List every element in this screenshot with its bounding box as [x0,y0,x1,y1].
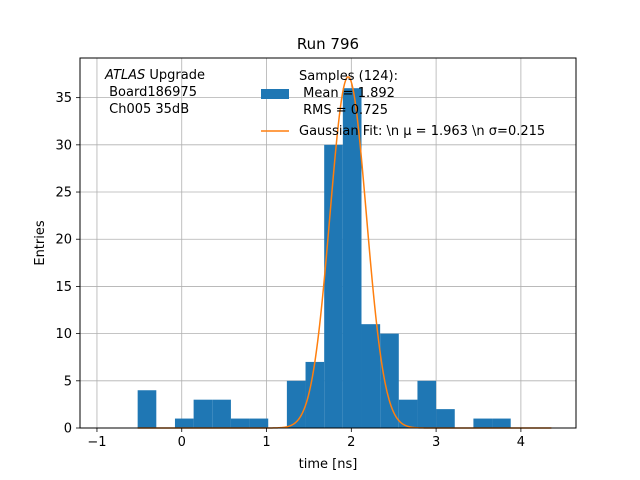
histogram-bar [324,144,343,428]
histogram-bar [380,333,399,428]
y-tick-label: 25 [55,186,72,201]
annotation-board: Board186975 [105,85,197,100]
histogram-bar [212,399,231,428]
histogram-bar [417,380,437,428]
atlas-annotation: ATLAS Upgrade Board186975 Ch005 35dB [104,68,205,117]
chart-title: Run 796 [297,35,359,53]
y-tick-label: 5 [64,374,72,389]
y-tick-label: 10 [55,327,72,342]
x-tick-label: 1 [262,435,270,450]
x-tick-label: 4 [517,435,525,450]
histogram-bar [137,390,157,428]
histogram-bar [436,409,455,428]
annotation-upgrade: Upgrade [145,68,205,83]
plot-frame [79,57,577,429]
histogram-bar [305,361,325,428]
legend-fit-label: Gaussian Fit: \n μ = 1.963 \n σ=0.215 [299,124,545,139]
x-tick-label: −1 [87,435,106,450]
y-tick-label: 30 [55,138,72,153]
legend-hist-line-1: Samples (124): [299,69,398,84]
y-tick-label: 20 [55,233,72,248]
x-axis-label: time [ns] [299,457,358,472]
annotation-channel: Ch005 35dB [105,102,189,117]
x-tick-label: 3 [432,435,440,450]
legend: Samples (124): Mean = 1.892 RMS = 0.725 … [261,69,545,139]
y-tick-label: 35 [55,91,72,106]
axis-ticks: −1 0 1 2 3 4 0 5 10 15 20 25 30 35 [55,91,525,450]
histogram-bar [249,418,269,428]
y-tick-label: 0 [64,422,72,437]
histogram-bar [398,399,418,428]
legend-hist-line-3: RMS = 0.725 [299,103,388,118]
histogram-bar [361,324,381,428]
histogram-bar [230,418,250,428]
histogram-bar [174,418,194,428]
svg-text:ATLAS Upgrade: ATLAS Upgrade [104,68,205,83]
histogram-bar [492,418,511,428]
histogram-bar [342,88,362,429]
legend-hist-line-2: Mean = 1.892 [299,86,395,101]
histogram-bar [193,399,213,428]
histogram-bar [473,418,493,428]
y-axis-label: Entries [33,220,48,266]
y-tick-label: 15 [55,280,72,295]
x-tick-label: 2 [347,435,355,450]
x-tick-label: 0 [178,435,186,450]
annotation-atlas: ATLAS [104,68,145,83]
legend-hist-swatch [261,89,289,99]
